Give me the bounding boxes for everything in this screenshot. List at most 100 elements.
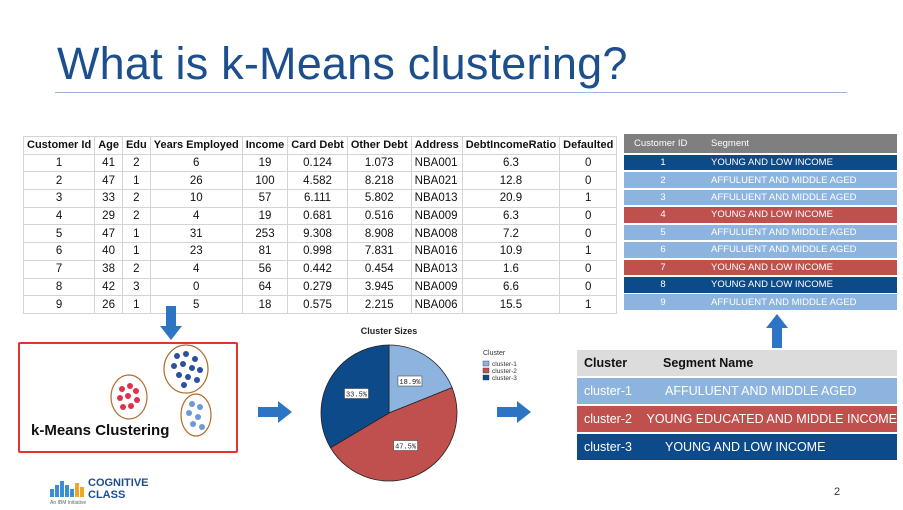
table-cell: NBA021	[410, 171, 463, 191]
customer-header-cell: Age	[94, 136, 123, 155]
table-cell: 56	[241, 259, 289, 279]
table-cell: 0	[559, 171, 618, 191]
table-cell: 9.308	[287, 224, 348, 244]
table-cell: 4	[149, 259, 243, 279]
right-arrow-icon	[258, 401, 292, 423]
table-cell: 1	[121, 171, 151, 191]
table-cell: 40	[94, 242, 123, 261]
slide-title: What is k-Means clustering?	[57, 38, 628, 89]
table-cell: 5	[22, 224, 96, 244]
segment-id: 3	[660, 192, 666, 203]
segment-row: 9 AFFULUENT AND MIDDLE AGED	[624, 294, 897, 311]
table-cell: NBA013	[410, 259, 463, 279]
segment-row: 1 YOUNG AND LOW INCOME	[624, 154, 897, 171]
kmeans-label: k-Means Clustering	[31, 422, 170, 439]
table-cell: NBA006	[410, 295, 463, 314]
table-cell: 4	[22, 206, 96, 226]
right-arrow-icon-2	[497, 401, 531, 423]
segment-row: 6 AFFULUENT AND MIDDLE AGED	[624, 242, 897, 258]
table-cell: 7.2	[461, 224, 561, 244]
table-cell: 7	[22, 259, 96, 279]
table-row: 6 40 1 23 81 0.998 7.831 NBA016 10.9 1	[22, 242, 618, 261]
segment-id: 9	[660, 296, 666, 308]
segment-row: 3 AFFULUENT AND MIDDLE AGED	[624, 189, 897, 206]
cluster-row: cluster-3 YOUNG AND LOW INCOME	[577, 434, 897, 460]
table-cell: 29	[94, 206, 123, 226]
table-cell: 23	[149, 242, 243, 261]
pie-label-box	[393, 440, 418, 451]
segment-row: 8 YOUNG AND LOW INCOME	[624, 276, 897, 293]
logo-line1: COGNITIVE	[88, 477, 149, 489]
table-cell: 33	[94, 189, 123, 208]
table-cell: 8.908	[346, 224, 412, 244]
segment-name: AFFULUENT AND MIDDLE AGED	[711, 226, 857, 238]
table-cell: 2	[121, 259, 151, 279]
logo-tagline: An IBM Initiative	[50, 500, 87, 506]
table-cell: 8	[22, 277, 96, 297]
legend-swatch	[482, 360, 490, 367]
table-cell: 81	[241, 242, 289, 261]
table-cell: 9	[22, 295, 96, 314]
table-cell: 12.8	[461, 171, 561, 191]
legend-label: cluster-2	[492, 368, 517, 375]
pie-value-label: 47.5%	[395, 444, 417, 452]
segment-name: AFFULUENT AND MIDDLE AGED	[711, 244, 857, 256]
legend-label: cluster-1	[492, 361, 517, 368]
table-cell: 26	[94, 295, 123, 314]
segment-row: 2 AFFULUENT AND MIDDLE AGED	[624, 172, 897, 188]
table-cell: 0	[149, 277, 243, 297]
table-cell: 2	[121, 153, 151, 173]
cluster-illustration	[110, 344, 212, 437]
segment-header-id: Customer ID	[634, 138, 688, 149]
table-cell: 0	[559, 277, 618, 297]
table-cell: 100	[241, 171, 289, 191]
segment-name: AFFULUENT AND MIDDLE AGED	[711, 296, 857, 308]
pie-value-label: 33.5%	[346, 392, 368, 400]
segment-id: 2	[660, 174, 666, 186]
chart-title: Cluster Sizes	[361, 326, 418, 336]
cluster-header-segment: Segment Name	[663, 356, 754, 370]
segment-name: YOUNG AND LOW INCOME	[711, 209, 833, 221]
customer-header-cell: Income	[241, 136, 289, 155]
customer-header-cell: Years Employed	[149, 136, 243, 155]
table-cell: 1	[121, 242, 151, 261]
table-cell: 6.3	[461, 206, 561, 226]
cluster-segment-name: YOUNG AND LOW INCOME	[665, 440, 826, 454]
table-cell: 8.218	[346, 171, 412, 191]
table-cell: 19	[241, 153, 289, 173]
cluster-sizes-pie-chart: Cluster Sizes 18.9% 47.5% 33.5% Cluster cl…	[320, 326, 517, 482]
segment-id: 5	[660, 226, 666, 238]
table-cell: 6.111	[287, 189, 348, 208]
table-row: 1 41 2 6 19 0.124 1.073 NBA001 6.3 0	[22, 153, 618, 173]
table-cell: 1	[559, 242, 618, 261]
table-cell: 15.5	[461, 295, 561, 314]
cluster-table-header: Cluster Segment Name	[577, 350, 897, 376]
table-row: 9 26 1 5 18 0.575 2.215 NBA006 15.5 1	[22, 295, 618, 314]
customer-header-cell: Card Debt	[287, 136, 348, 155]
customer-header-cell: DebtIncomeRatio	[461, 136, 561, 155]
down-arrow-icon	[160, 306, 182, 340]
segment-id: 1	[660, 157, 666, 169]
table-cell: 3	[22, 189, 96, 208]
segment-name: AFFULUENT AND MIDDLE AGED	[711, 192, 857, 203]
table-cell: NBA016	[410, 242, 463, 261]
page-number: 2	[834, 486, 841, 498]
table-cell: 6	[149, 153, 243, 173]
segment-id: 6	[660, 244, 666, 256]
cluster-table: Cluster Segment Name cluster-1 AFFULUENT …	[577, 350, 897, 460]
table-cell: 31	[149, 224, 243, 244]
cluster-header-cluster: Cluster	[584, 356, 628, 370]
table-cell: 0	[559, 259, 618, 279]
segment-row: 7 YOUNG AND LOW INCOME	[624, 259, 897, 276]
table-cell: 1	[559, 295, 618, 314]
segment-row: 5 AFFULUENT AND MIDDLE AGED	[624, 224, 897, 241]
table-cell: 3.945	[346, 277, 412, 297]
customer-table-body: 1 41 2 6 19 0.124 1.073 NBA001 6.3 0 2 47 1 26 100 4.58…	[22, 153, 618, 314]
table-row: 2 47 1 26 100 4.582 8.218 NBA021 12.8 0	[22, 171, 618, 191]
table-cell: 0	[559, 153, 618, 173]
customer-header-cell: Address	[410, 136, 463, 155]
table-cell: 1.6	[461, 259, 561, 279]
table-cell: 0.681	[287, 206, 348, 226]
cluster-id: cluster-2	[584, 412, 632, 426]
table-cell: 253	[241, 224, 289, 244]
